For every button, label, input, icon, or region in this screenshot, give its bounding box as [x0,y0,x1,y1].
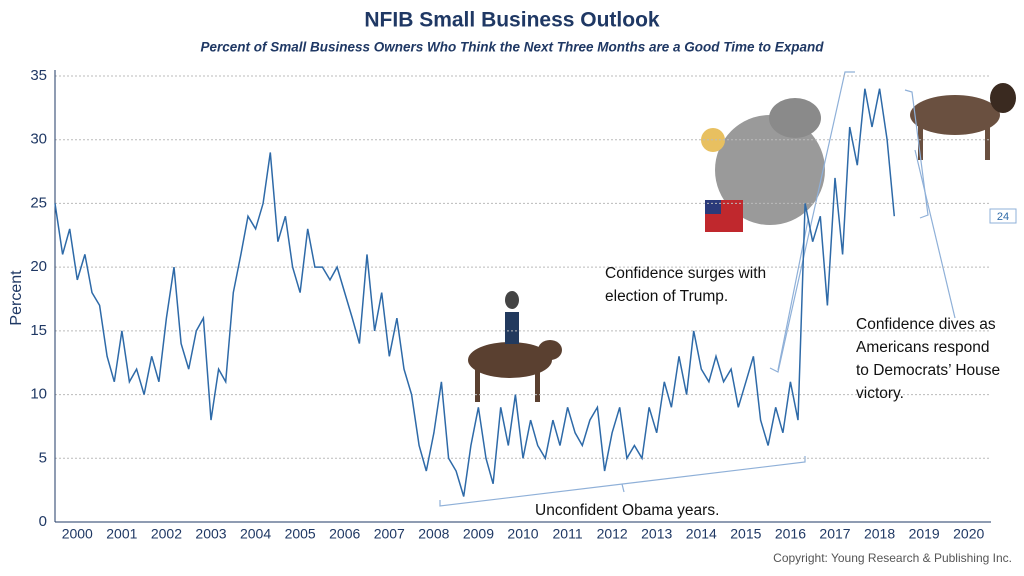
annotation: Unconfident Obama years. [535,502,719,519]
x-tick-label: 2020 [953,526,984,542]
x-tick-label: 2019 [909,526,940,542]
annotation: victory. [856,385,904,402]
y-tick-label: 25 [30,194,47,211]
annotation: Confidence surges with [605,265,766,282]
x-tick-label: 2004 [240,526,271,542]
annotation: Americans respond [856,339,990,356]
y-tick-label: 30 [30,131,47,148]
x-tick-label: 2005 [285,526,316,542]
y-tick-label: 20 [30,258,47,275]
last-value-box [989,208,1017,224]
x-tick-label: 2010 [507,526,538,542]
y-tick-label: 35 [30,67,47,84]
y-tick-label: 10 [30,386,47,403]
x-tick-label: 2000 [62,526,93,542]
x-tick-label: 2008 [418,526,449,542]
annotation: election of Trump. [605,288,728,305]
last-value-label: 24 [997,211,1009,223]
chart-subtitle: Percent of Small Business Owners Who Thi… [200,40,824,55]
elephant-cartoon [701,98,825,232]
source: Copyright: Young Research & Publishing I… [773,551,1012,565]
x-tick-label: 2001 [106,526,137,542]
x-tick-label: 2015 [730,526,761,542]
x-tick-label: 2011 [553,526,583,542]
donkey-cartoon [468,291,562,402]
y-axis-label: Percent [8,270,25,326]
annotation: Confidence dives as [856,316,996,333]
data-line [54,88,896,497]
x-tick-label: 2002 [151,526,182,542]
x-tick-label: 2016 [775,526,806,542]
x-tick-label: 2014 [686,526,717,542]
x-tick-label: 2003 [195,526,226,542]
x-tick-label: 2006 [329,526,360,542]
y-tick-label: 5 [39,449,47,466]
x-tick-label: 2017 [819,526,850,542]
y-tick-label: 15 [30,322,47,339]
x-tick-label: 2018 [864,526,895,542]
x-tick-label: 2013 [641,526,672,542]
x-tick-label: 2007 [374,526,405,542]
chart-title: NFIB Small Business Outlook [364,9,660,32]
x-tick-label: 2012 [597,526,628,542]
donkey-cartoon [910,83,1016,160]
y-tick-label: 0 [39,513,47,530]
x-tick-label: 2009 [463,526,494,542]
annotation: to Democrats’ House [856,362,1000,379]
